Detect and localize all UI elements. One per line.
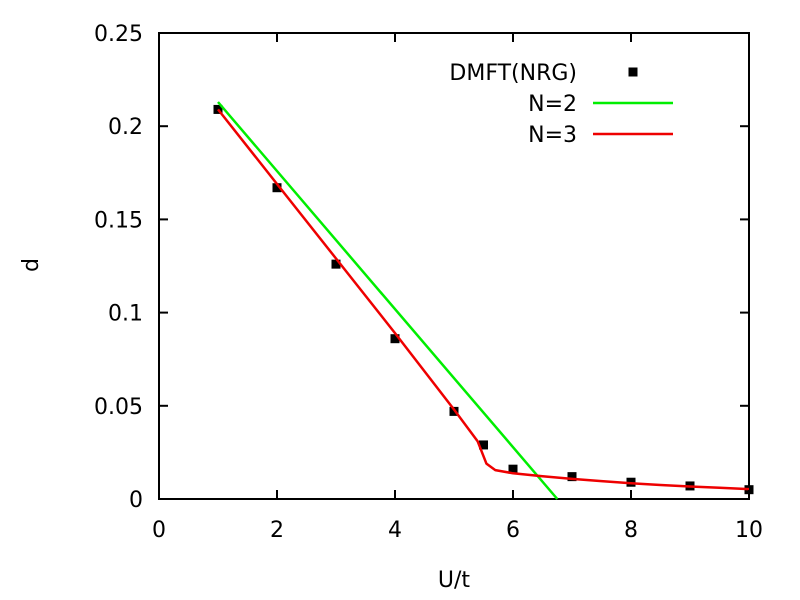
- data-point-dmft-nrg: [508, 464, 518, 474]
- data-point-dmft-nrg: [390, 334, 400, 344]
- y-tick-label: 0.1: [108, 302, 143, 327]
- x-tick-label: 10: [735, 518, 763, 543]
- y-tick-label: 0.05: [94, 395, 143, 420]
- y-axis-label: d: [19, 258, 44, 272]
- data-point-dmft-nrg: [567, 472, 577, 482]
- data-point-dmft-nrg: [331, 259, 341, 269]
- x-axis-label: U/t: [438, 568, 471, 593]
- legend-marker-dmft-nrg: [628, 67, 638, 77]
- x-tick-label: 4: [388, 518, 402, 543]
- series-line-n-2: [217, 101, 559, 500]
- x-tick-label: 2: [270, 518, 284, 543]
- y-tick-label: 0: [129, 488, 143, 513]
- data-point-dmft-nrg: [744, 485, 754, 495]
- legend-label-dmft-nrg: DMFT(NRG): [449, 61, 577, 86]
- y-tick-label: 0.2: [108, 115, 143, 140]
- y-tick-label: 0.25: [94, 22, 143, 47]
- data-point-dmft-nrg: [272, 183, 282, 193]
- x-tick-label: 8: [624, 518, 638, 543]
- data-point-dmft-nrg: [479, 440, 488, 450]
- y-tick-label: 0.15: [94, 208, 143, 233]
- plot-frame: [158, 32, 750, 500]
- legend-label-n-3: N=3: [528, 123, 577, 148]
- x-tick-label: 0: [152, 518, 166, 543]
- series-line-n-3: [217, 108, 750, 491]
- x-tick-label: 6: [506, 518, 520, 543]
- legend-label-n-2: N=2: [528, 92, 577, 117]
